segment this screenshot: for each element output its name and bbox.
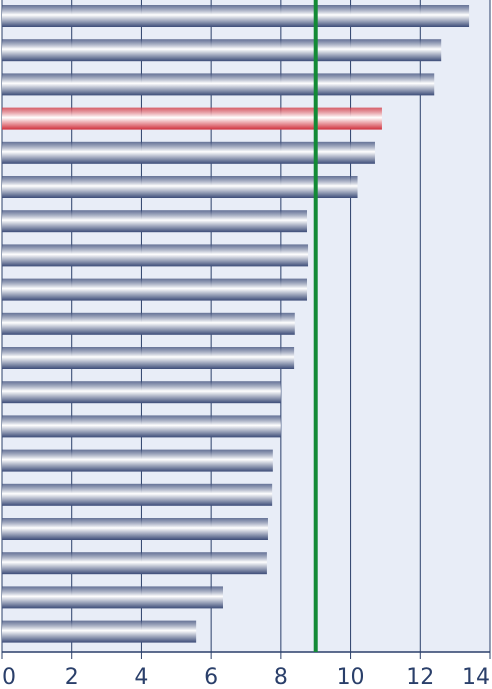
bar [2,518,268,540]
bar [2,141,375,164]
bar [2,552,267,575]
bar [2,278,307,301]
x-tick-label: 8 [274,665,288,689]
bar [2,5,470,27]
bar [2,449,273,472]
bar [2,483,273,506]
bar [2,107,382,130]
bar [2,210,307,233]
bar [2,347,295,369]
bar [2,73,435,96]
bar [2,586,223,609]
x-tick-label: 2 [65,665,79,689]
bar [2,620,197,643]
bar [2,415,281,438]
bar [2,244,309,267]
bar [2,39,442,62]
x-tick-label: 0 [2,665,16,689]
x-tick-label: 6 [204,665,218,689]
bar [2,176,358,198]
x-tick-label: 12 [406,665,434,689]
bar [2,312,295,335]
x-tick-label: 10 [337,665,365,689]
bar [2,381,281,404]
x-tick-label: 14 [462,665,490,689]
x-tick-label: 4 [134,665,148,689]
